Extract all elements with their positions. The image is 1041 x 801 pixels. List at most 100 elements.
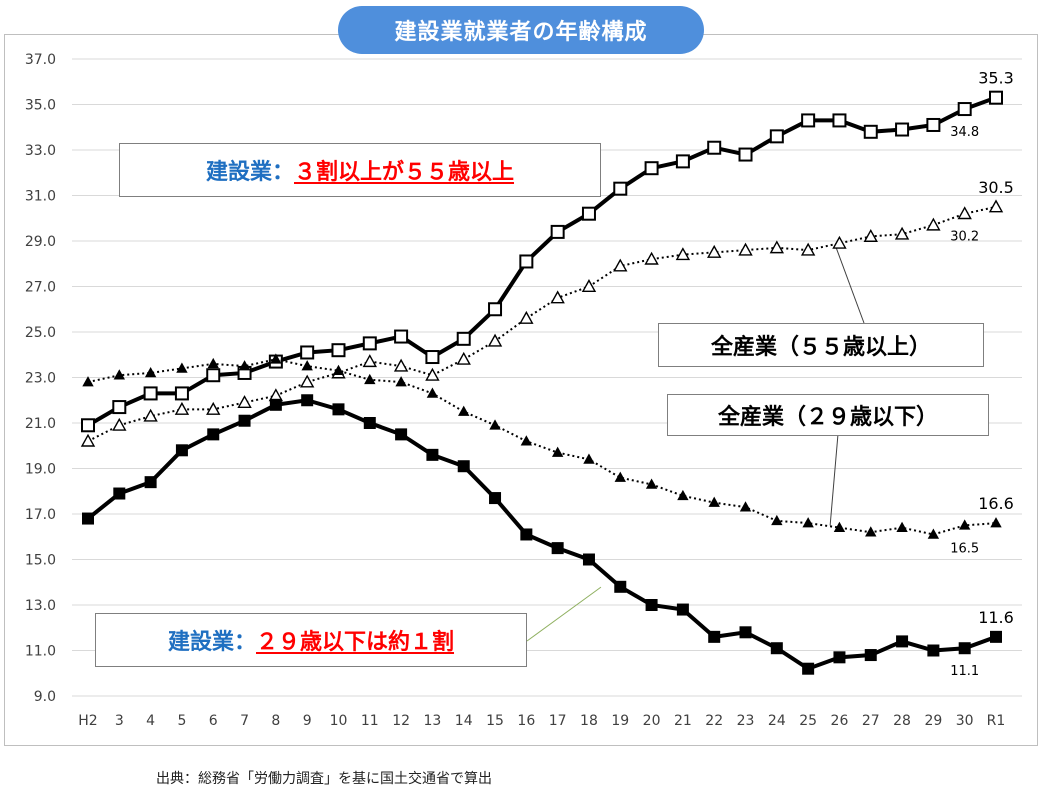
x-tick-label: 25 [799, 713, 817, 729]
x-tick-label: 9 [303, 713, 312, 729]
data-point-all29 [82, 376, 94, 387]
data-label: 30.5 [978, 178, 1014, 197]
x-tick-label: 28 [893, 713, 911, 729]
data-point-con29 [175, 444, 188, 457]
data-point-con29 [739, 626, 752, 639]
y-tick-label: 25.0 [25, 325, 56, 341]
x-tick-label: 5 [177, 713, 186, 729]
chart-title: 建設業就業者の年齢構成 [338, 6, 704, 54]
data-point-con55 [331, 343, 346, 358]
data-point-con29 [520, 528, 533, 541]
x-tick-label: 4 [146, 713, 155, 729]
data-point-con29 [332, 403, 345, 416]
data-point-con55 [300, 345, 315, 360]
data-point-con55 [801, 113, 816, 128]
data-point-all29 [176, 362, 188, 373]
data-point-con55 [769, 129, 784, 144]
data-point-all55 [174, 401, 190, 415]
x-tick-label: 12 [392, 713, 410, 729]
data-point-con29 [833, 651, 846, 664]
data-point-all29 [771, 514, 783, 526]
data-point-con55 [488, 302, 503, 317]
data-point-all55 [487, 333, 503, 347]
data-point-all55 [519, 310, 534, 324]
data-point-all55 [299, 374, 315, 388]
data-point-all55 [237, 395, 252, 409]
x-tick-label: 16 [517, 713, 535, 729]
y-tick-label: 11.0 [25, 644, 56, 660]
data-point-all55 [644, 251, 659, 265]
data-point-con55 [957, 102, 972, 117]
x-tick-label: 21 [674, 713, 692, 729]
y-tick-label: 21.0 [25, 416, 56, 432]
y-tick-label: 29.0 [25, 234, 56, 250]
annotation-construction-29: 建設業： ２９歳以下は約１割 [95, 613, 527, 667]
data-point-con29 [990, 630, 1002, 643]
annotation-highlight: ３割以上が５５歳以上 [294, 160, 515, 185]
data-point-con29 [457, 460, 470, 473]
x-tick-label: 10 [330, 713, 348, 729]
data-point-con29 [363, 417, 376, 429]
x-tick-label: 13 [423, 713, 441, 729]
data-point-all29 [364, 373, 376, 385]
data-point-all55 [80, 433, 96, 447]
x-tick-label: 23 [737, 713, 755, 729]
data-point-all55 [988, 199, 1004, 213]
data-point-all55 [362, 354, 377, 368]
data-point-con55 [738, 147, 753, 162]
data-point-con55 [581, 206, 596, 221]
data-point-con29 [301, 394, 314, 407]
data-point-all55 [456, 351, 471, 365]
data-point-all55 [894, 226, 910, 240]
data-point-all55 [112, 417, 127, 431]
leader-line [829, 433, 839, 526]
series-line-all29 [87, 358, 997, 536]
y-tick-label: 31.0 [25, 189, 56, 205]
data-point-all29 [990, 517, 1002, 528]
data-point-con55 [707, 140, 722, 155]
data-point-all29 [144, 367, 157, 378]
data-point-con55 [143, 386, 158, 401]
x-tick-label: 27 [862, 713, 880, 729]
data-point-all55 [832, 235, 847, 249]
data-point-all29 [739, 501, 752, 512]
annotation-highlight: ２９歳以下は約１割 [256, 630, 455, 655]
annotation-all-industry-29: 全産業（２９歳以下） [667, 394, 989, 436]
data-point-con29 [864, 649, 877, 662]
data-point-all29 [708, 496, 720, 507]
y-tick-label: 35.0 [25, 98, 56, 114]
data-point-con29 [113, 487, 126, 500]
data-point-con29 [238, 414, 251, 427]
x-tick-label: H2 [78, 713, 97, 729]
x-tick-label: R1 [987, 713, 1006, 729]
data-point-con55 [550, 224, 565, 239]
data-point-all55 [425, 367, 440, 381]
data-point-all55 [769, 240, 785, 254]
data-label: 16.6 [978, 494, 1014, 513]
data-point-all55 [206, 401, 221, 415]
data-point-all29 [551, 446, 564, 457]
y-tick-label: 23.0 [25, 371, 56, 387]
x-tick-label: 17 [549, 713, 567, 729]
x-tick-label: 11 [361, 713, 379, 729]
data-point-all29 [583, 453, 595, 464]
data-point-con29 [395, 428, 408, 441]
data-point-all29 [520, 435, 533, 446]
data-point-con29 [269, 398, 282, 411]
data-point-all29 [458, 405, 470, 416]
data-point-con55 [206, 368, 221, 383]
data-point-all55 [863, 229, 878, 242]
data-point-all29 [207, 357, 219, 369]
x-tick-label: 20 [643, 713, 661, 729]
data-point-con55 [519, 254, 534, 269]
x-tick-label: 8 [271, 713, 280, 729]
data-point-all29 [958, 519, 971, 530]
data-point-all55 [613, 258, 628, 272]
data-point-con55 [613, 181, 628, 196]
data-point-con29 [927, 644, 940, 657]
data-point-all55 [738, 242, 753, 256]
data-point-all29 [614, 471, 626, 482]
data-label: 16.5 [950, 541, 979, 556]
data-point-con29 [489, 492, 502, 505]
leader-line [835, 246, 865, 324]
